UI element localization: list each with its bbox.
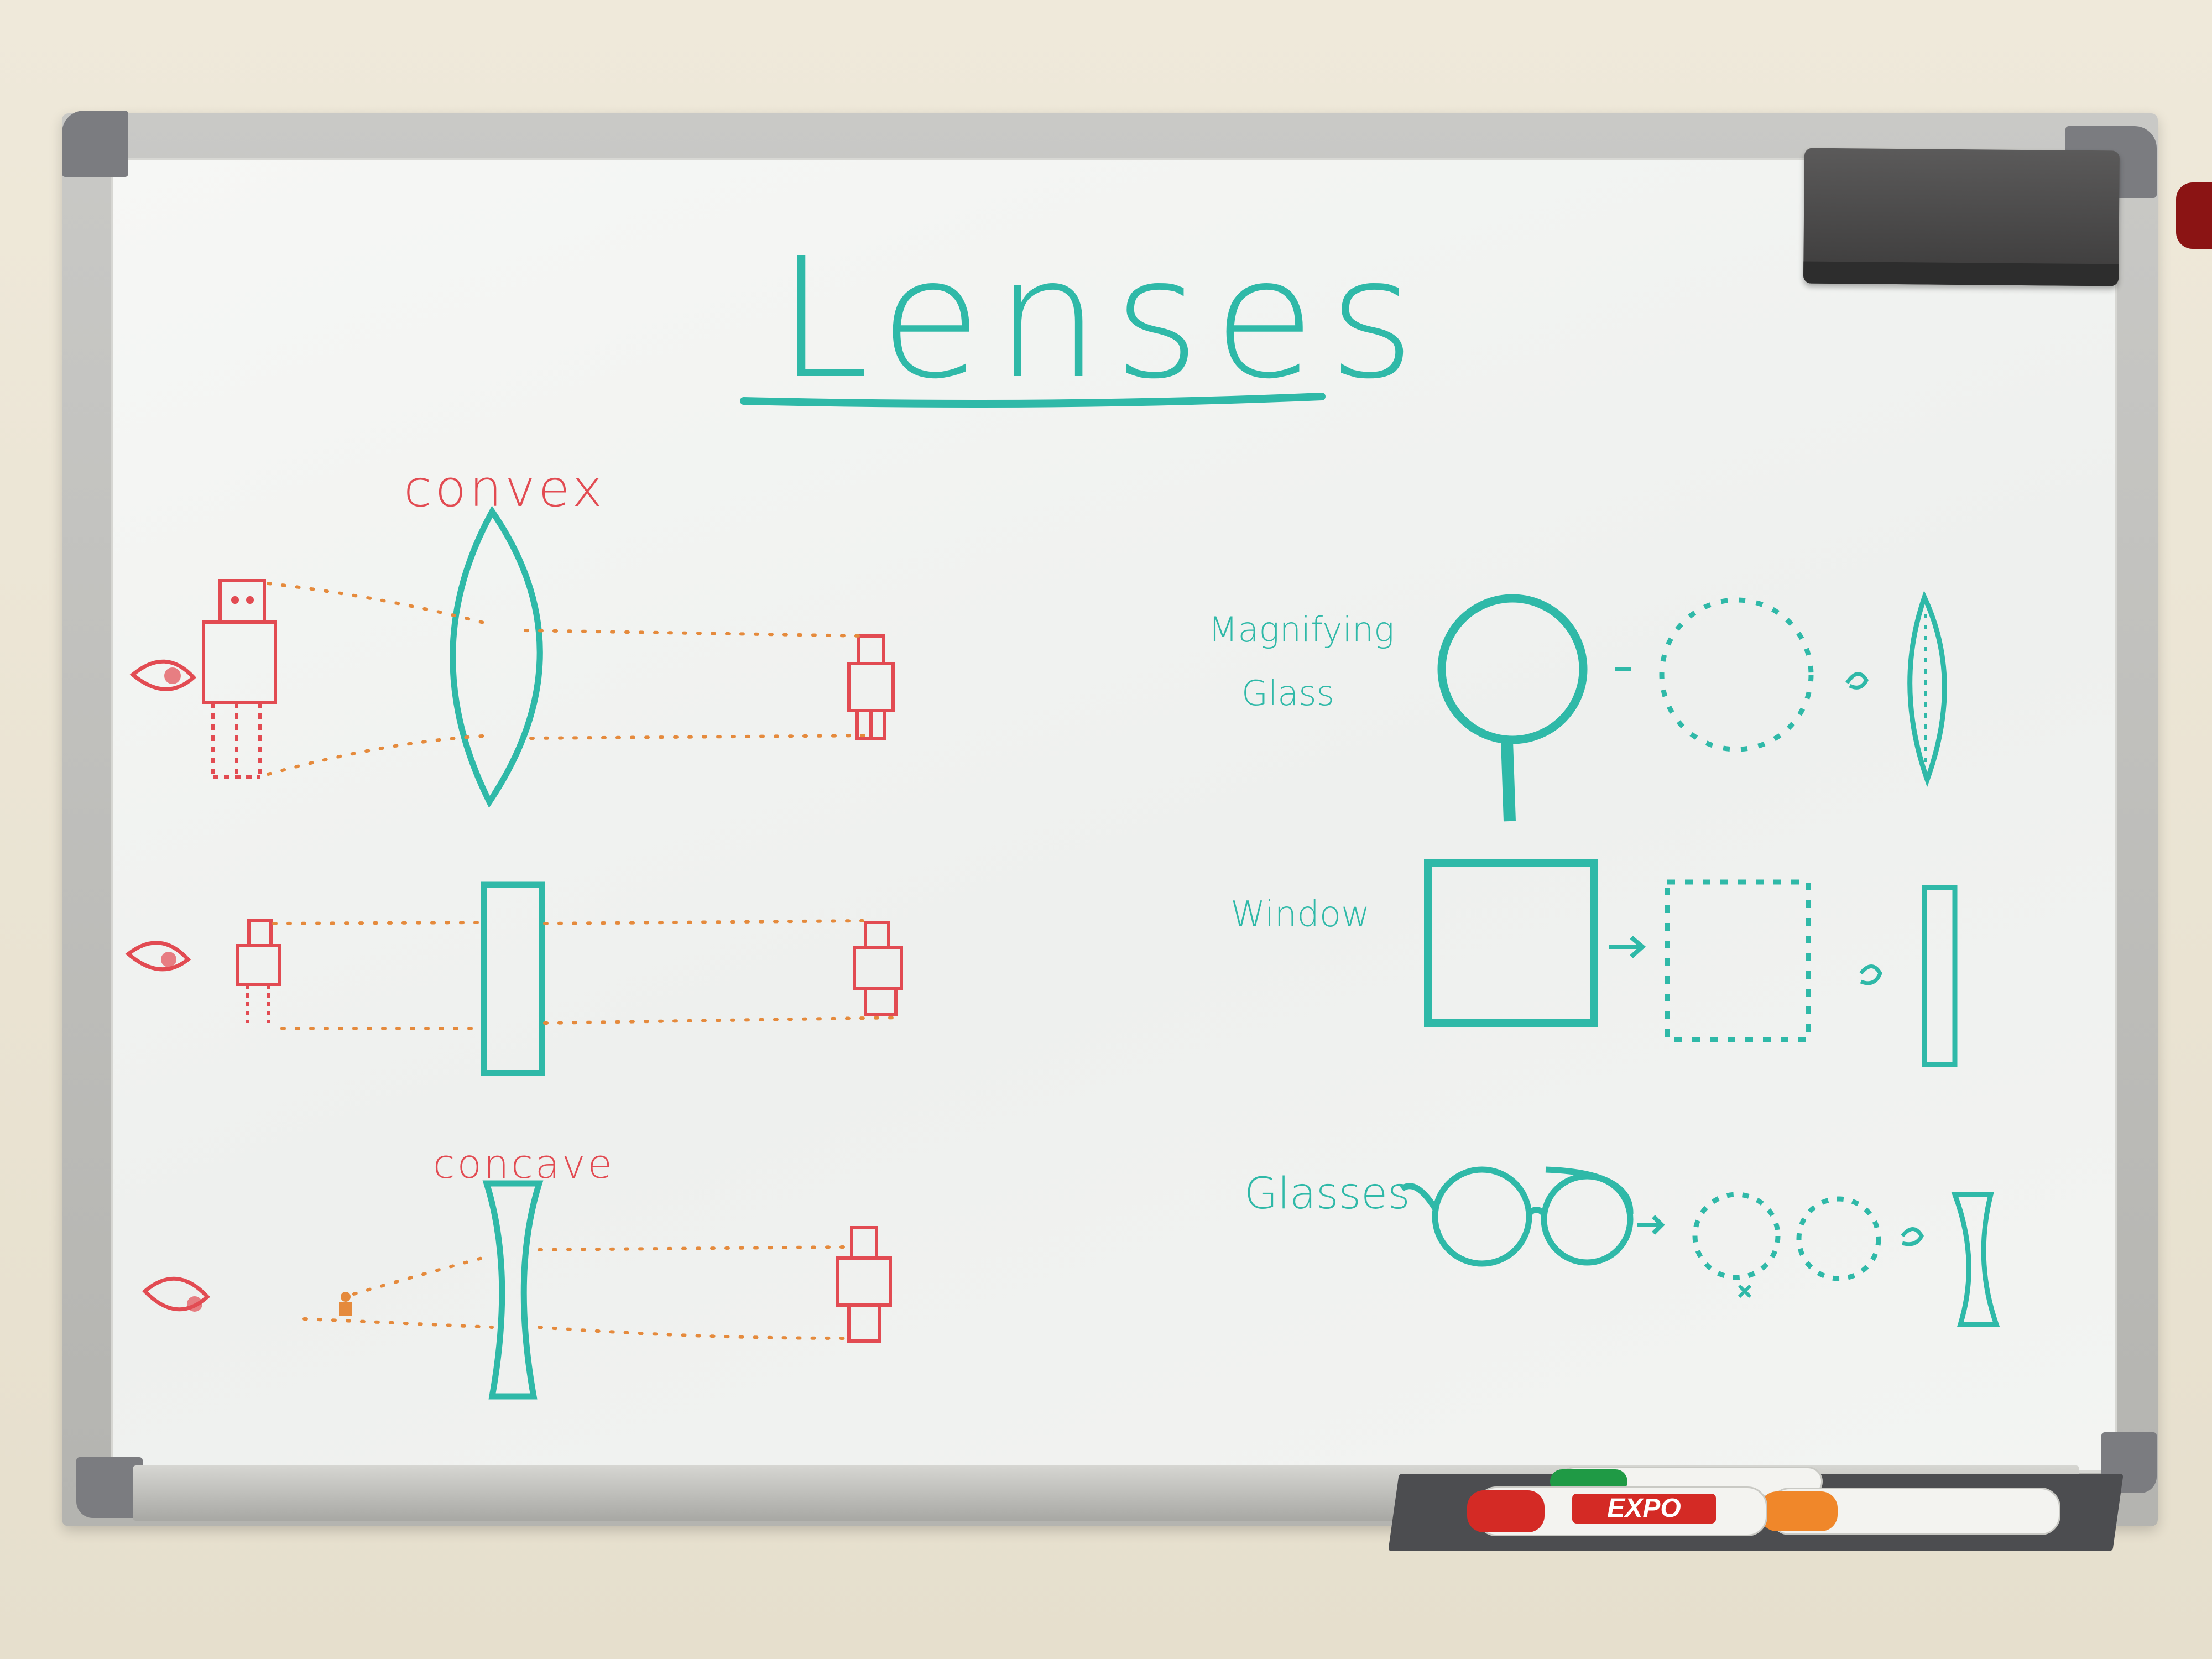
glasses-lens-right-circle [1796, 1196, 1881, 1281]
large-person-figure [202, 579, 277, 779]
magnifier-lens-profile [1907, 590, 1947, 787]
label-magnifying: Magnifying [1208, 609, 1394, 650]
window-slab-profile [1922, 885, 1958, 1067]
glasses-concave-profile [1951, 1192, 2000, 1327]
convex-light-rays [267, 582, 875, 776]
magnifier-side-view-circle [1659, 597, 1814, 752]
tiny-virtual-image-figure [339, 1292, 352, 1316]
marker-orange-cap [1760, 1491, 1838, 1531]
eye-icon [142, 1276, 210, 1312]
person-figure-concave [836, 1226, 892, 1343]
glasses-lens-left-circle [1692, 1192, 1781, 1280]
arrow-icon [1637, 1215, 1665, 1235]
arrow-icon [1609, 935, 1646, 958]
marker-red-cap [1467, 1490, 1545, 1532]
label-glasses: Glasses [1244, 1169, 1410, 1219]
board-title: Lenses [777, 222, 1428, 415]
eye-icon [129, 659, 196, 691]
eye-icon [125, 941, 191, 972]
window-side-view-square [1665, 879, 1811, 1042]
window-light-rays [272, 919, 903, 1030]
small-person-figure [847, 634, 895, 740]
rotate-arrow-icon [1859, 964, 1882, 985]
marker-orange[interactable] [1760, 1488, 2060, 1535]
convex-lens [450, 505, 543, 808]
marker-red[interactable]: EXPO [1467, 1486, 1767, 1536]
rotate-arrow-icon [1901, 1227, 1924, 1246]
concave-lens [482, 1180, 544, 1400]
label-concave: concave [433, 1141, 614, 1187]
label-convex: convex [404, 459, 606, 518]
person-figure-right [853, 921, 903, 1016]
whiteboard-surface [111, 158, 2117, 1473]
label-glass: Glass [1241, 673, 1334, 713]
magnifying-glass-handle [1501, 740, 1516, 822]
flat-glass-slab [481, 881, 545, 1076]
rotate-arrow-icon [1845, 672, 1869, 690]
mark-x-icon [1738, 1284, 1752, 1298]
magnifying-glass-icon [1437, 594, 1588, 744]
red-cloth [2176, 182, 2212, 249]
frame-corner-bottom-left [76, 1457, 143, 1518]
label-window: Window [1230, 894, 1370, 935]
window-icon [1424, 859, 1598, 1027]
title-underline [740, 393, 1326, 408]
frame-corner-top-left [62, 111, 128, 177]
concave-light-rays [302, 1245, 848, 1340]
marker-red-brand-label: EXPO [1572, 1494, 1716, 1524]
person-figure-left [236, 919, 281, 1023]
glasses-icon [1400, 1166, 1634, 1267]
